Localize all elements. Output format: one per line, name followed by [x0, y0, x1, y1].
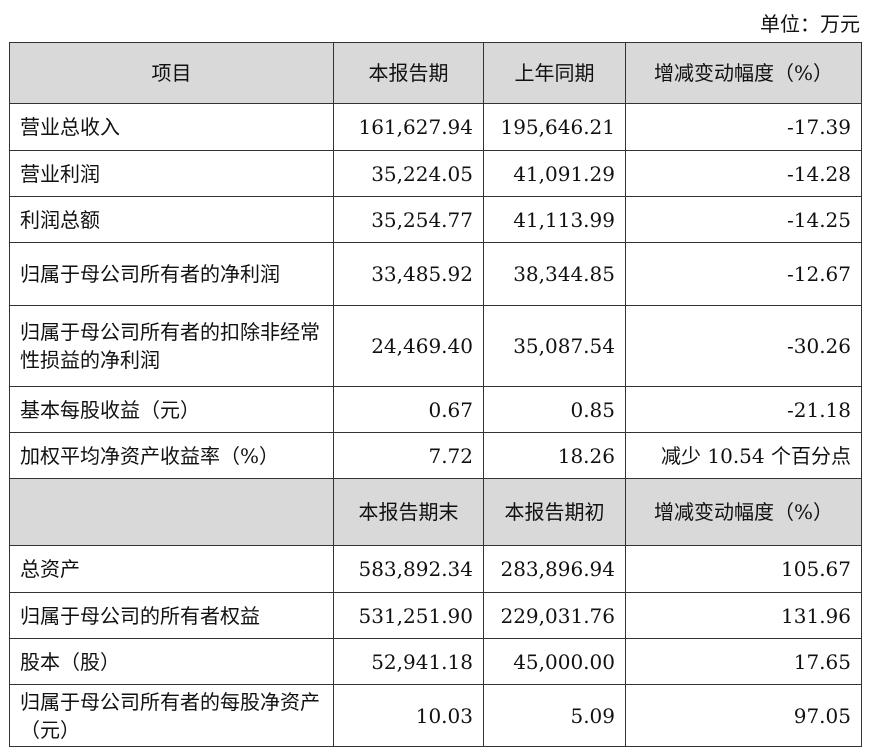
value-cell: 18.26 [483, 432, 626, 479]
header-cell: 本报告期末 [333, 478, 484, 546]
table-body: 项目 本报告期 上年同期 增减变动幅度（%） 营业总收入 161,627.94 195,64… [9, 42, 862, 747]
unit-label: 单位：万元 [760, 12, 860, 36]
label-cell: 营业利润 [9, 150, 334, 197]
label-cell: 总资产 [9, 545, 334, 593]
label-cell: 利润总额 [9, 196, 334, 243]
value-cell: 35,254.77 [333, 196, 484, 243]
table-row: 加权平均净资产收益率（%） 7.72 18.26 减少 10.54 个百分点 [9, 432, 862, 479]
value-cell: -14.25 [625, 196, 862, 243]
label-cell: 加权平均净资产收益率（%） [9, 432, 334, 479]
value-cell: 10.03 [333, 684, 484, 747]
table-row: 营业利润 35,224.05 41,091.29 -14.28 [9, 150, 862, 197]
value-cell: 减少 10.54 个百分点 [625, 432, 862, 479]
header-cell: 项目 [9, 42, 334, 104]
value-cell: 131.96 [625, 592, 862, 639]
label-cell: 归属于母公司的所有者权益 [9, 592, 334, 639]
table-row: 股本（股） 52,941.18 45,000.00 17.65 [9, 638, 862, 685]
value-cell: 0.85 [483, 386, 626, 433]
header-row: 本报告期末 本报告期初 增减变动幅度（%） [9, 478, 862, 546]
value-cell: 531,251.90 [333, 592, 484, 639]
value-cell: -17.39 [625, 103, 862, 151]
label-cell: 基本每股收益（元） [9, 386, 334, 433]
value-cell: 105.67 [625, 545, 862, 593]
value-cell: -21.18 [625, 386, 862, 433]
header-cell: 本报告期初 [483, 478, 626, 546]
value-cell: 161,627.94 [333, 103, 484, 151]
header-cell: 增减变动幅度（%） [625, 478, 862, 546]
value-cell: 41,091.29 [483, 150, 626, 197]
value-cell: 583,892.34 [333, 545, 484, 593]
value-cell: 24,469.40 [333, 305, 484, 387]
value-cell: -14.28 [625, 150, 862, 197]
value-cell: 35,087.54 [483, 305, 626, 387]
value-cell: 52,941.18 [333, 638, 484, 685]
header-cell: 上年同期 [483, 42, 626, 104]
header-cell [9, 478, 334, 546]
label-cell: 归属于母公司所有者的扣除非经常性损益的净利润 [9, 305, 334, 387]
table-row: 归属于母公司的所有者权益 531,251.90 229,031.76 131.96 [9, 592, 862, 639]
value-cell: -30.26 [625, 305, 862, 387]
value-cell: 33,485.92 [333, 242, 484, 306]
header-row: 项目 本报告期 上年同期 增减变动幅度（%） [9, 42, 862, 104]
table-row: 利润总额 35,254.77 41,113.99 -14.25 [9, 196, 862, 243]
value-cell: 7.72 [333, 432, 484, 479]
table-row: 归属于母公司所有者的每股净资产（元） 10.03 5.09 97.05 [9, 684, 862, 747]
value-cell: 97.05 [625, 684, 862, 747]
value-cell: 0.67 [333, 386, 484, 433]
table-row: 基本每股收益（元） 0.67 0.85 -21.18 [9, 386, 862, 433]
table-row: 归属于母公司所有者的净利润 33,485.92 38,344.85 -12.67 [9, 242, 862, 306]
value-cell: 41,113.99 [483, 196, 626, 243]
table-row: 总资产 583,892.34 283,896.94 105.67 [9, 545, 862, 593]
table: 项目 本报告期 上年同期 增减变动幅度（%） 营业总收入 161,627.94 195,64… [9, 42, 862, 747]
value-cell: 35,224.05 [333, 150, 484, 197]
value-cell: 5.09 [483, 684, 626, 747]
label-cell: 归属于母公司所有者的净利润 [9, 242, 334, 306]
value-cell: 17.65 [625, 638, 862, 685]
table-row: 归属于母公司所有者的扣除非经常性损益的净利润 24,469.40 35,087.54… [9, 305, 862, 387]
value-cell: -12.67 [625, 242, 862, 306]
header-cell: 本报告期 [333, 42, 484, 104]
value-cell: 283,896.94 [483, 545, 626, 593]
header-cell: 增减变动幅度（%） [625, 42, 862, 104]
value-cell: 38,344.85 [483, 242, 626, 306]
value-cell: 229,031.76 [483, 592, 626, 639]
value-cell: 45,000.00 [483, 638, 626, 685]
label-cell: 营业总收入 [9, 103, 334, 151]
label-cell: 归属于母公司所有者的每股净资产（元） [9, 684, 334, 747]
label-cell: 股本（股） [9, 638, 334, 685]
value-cell: 195,646.21 [483, 103, 626, 151]
table-row: 营业总收入 161,627.94 195,646.21 -17.39 [9, 103, 862, 151]
